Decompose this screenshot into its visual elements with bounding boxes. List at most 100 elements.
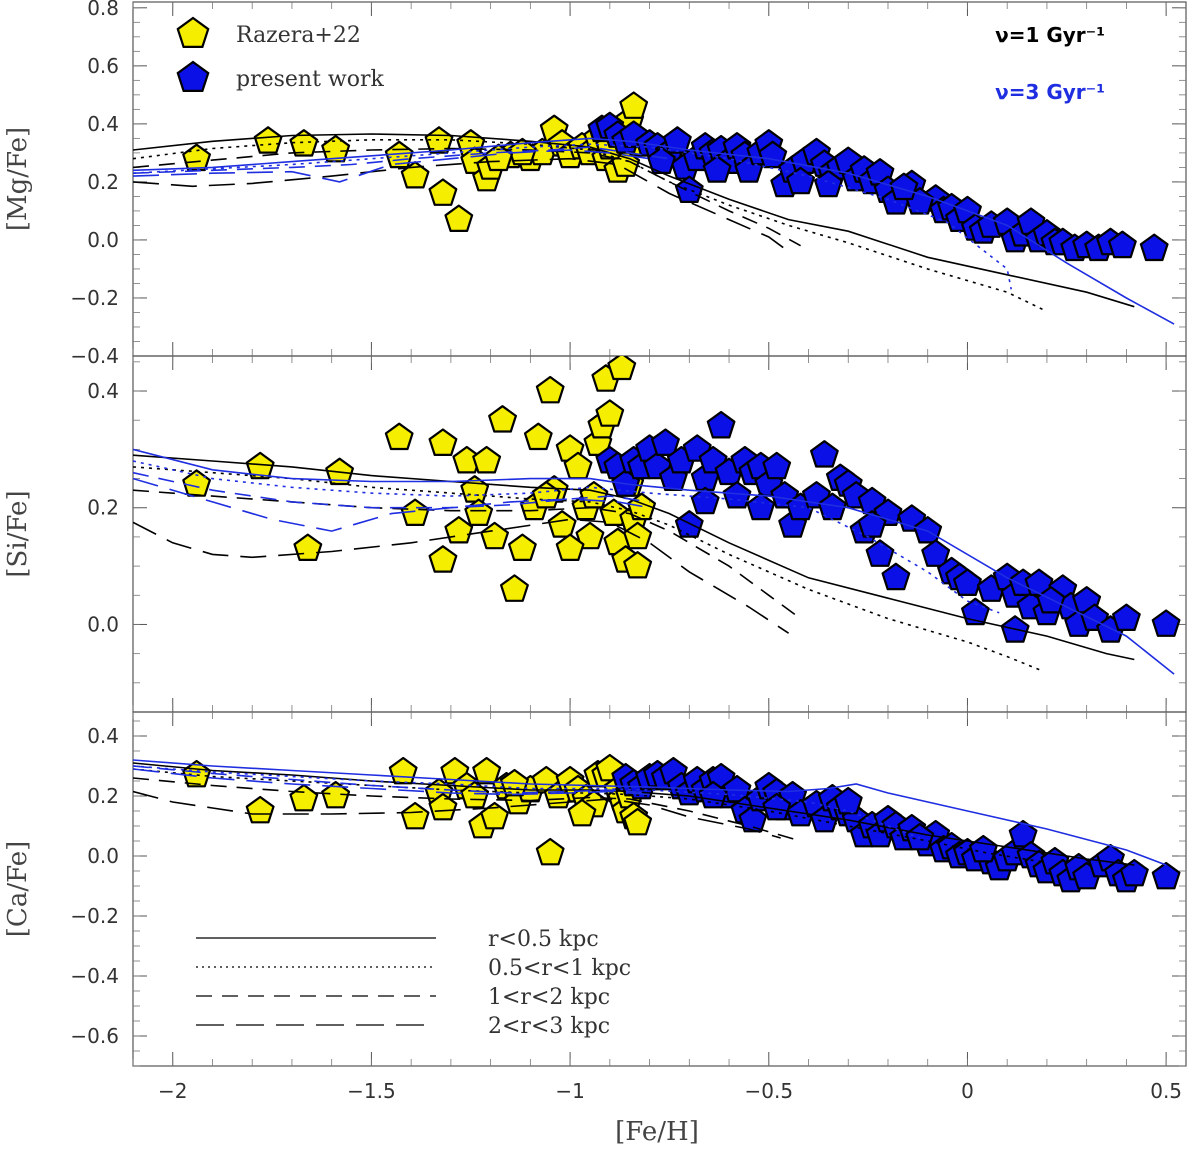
- razera-point: [428, 792, 458, 821]
- present-work-point: [857, 510, 887, 538]
- model-track-line: [133, 137, 1175, 325]
- model-track-line: [133, 460, 1000, 614]
- model-track-line: [133, 133, 1135, 308]
- y-tick-label: −0.4: [70, 344, 119, 368]
- y-axis-label: [Si/Fe]: [3, 490, 33, 577]
- present-work-point: [810, 440, 839, 468]
- razera-point: [444, 204, 474, 232]
- chart-panels: −0.4 −0.2 0.0 0.2 0.4 0.6 0.8 [Mg/Fe] 0.0 0.2 0.4 […: [3, 0, 1187, 1103]
- panel-1: 0.0 0.2 0.4 [Si/Fe]: [3, 355, 1187, 713]
- legend-label-present: present work: [236, 67, 385, 92]
- panel-frame: [132, 711, 1187, 1067]
- present-work-point: [722, 774, 752, 803]
- present-work-point: [1119, 858, 1149, 887]
- y-tick-label: −0.6: [70, 1024, 119, 1048]
- present-work-point: [786, 166, 815, 195]
- model-track-line: [133, 139, 1044, 311]
- y-tick-label: 0.4: [87, 379, 119, 403]
- razera-point: [245, 795, 275, 824]
- razera-point: [472, 445, 502, 474]
- razera-point: [460, 780, 490, 809]
- x-axis-label: [Fe/H]: [615, 1117, 699, 1147]
- legend-marker-razera: [176, 16, 210, 48]
- y-tick-label: 0.0: [87, 612, 119, 636]
- legend-item-razera: Razera+22: [176, 16, 361, 48]
- y-tick-label: 0.8: [87, 0, 119, 20]
- razera-point: [607, 356, 637, 381]
- present-work-point: [865, 539, 895, 567]
- legend-item-r3: 1<r<2 kpc: [196, 985, 610, 1010]
- x-tick-label: 0: [961, 1079, 974, 1103]
- model-track-line: [133, 466, 1044, 672]
- razera-point: [619, 91, 649, 119]
- model-track-line: [133, 454, 1135, 661]
- present-work-point: [690, 486, 720, 515]
- panel-frame: [132, 1, 1187, 357]
- present-work-point: [651, 428, 680, 456]
- razera-point: [567, 798, 597, 827]
- model-track-line: [133, 765, 921, 839]
- model-track-line: [133, 768, 650, 796]
- present-work-point: [1108, 230, 1137, 259]
- razera-point: [289, 129, 319, 157]
- razera-point: [480, 801, 509, 830]
- present-work-point: [913, 516, 943, 544]
- model-track-line: [133, 477, 650, 532]
- razera-point: [182, 759, 211, 788]
- y-tick-label: 0.0: [87, 844, 119, 868]
- y-tick-label: −0.2: [70, 286, 119, 310]
- model-track-line: [133, 147, 801, 247]
- y-tick-label: 0.2: [87, 170, 119, 194]
- model-track-line: [133, 518, 790, 634]
- razera-point: [523, 422, 553, 451]
- present-work-point: [881, 562, 911, 591]
- model-track-line: [133, 146, 670, 174]
- legend-item-r4: 2<r<3 kpc: [196, 1014, 610, 1039]
- y-tick-label: −0.4: [70, 964, 119, 988]
- present-work-point: [833, 786, 863, 815]
- present-work-point: [921, 539, 951, 567]
- present-work-point: [746, 492, 776, 521]
- model-track-line: [133, 448, 1175, 675]
- present-work-point: [889, 172, 919, 201]
- x-tick-label: −0.5: [744, 1079, 793, 1103]
- razera-point: [472, 756, 502, 785]
- razera-point: [321, 134, 351, 163]
- present-work-point: [968, 834, 998, 863]
- present-work-point: [1151, 861, 1181, 890]
- present-work-point: [1008, 819, 1038, 848]
- razera-point: [428, 545, 458, 573]
- y-tick-label: 0.0: [87, 228, 119, 252]
- panel-plot-area: [133, 91, 1175, 325]
- present-work-point: [738, 804, 768, 833]
- razera-point: [388, 756, 418, 785]
- y-tick-label: 0.6: [87, 54, 119, 78]
- razera-point: [488, 405, 517, 433]
- razera-point: [253, 126, 283, 154]
- razera-point: [595, 399, 625, 427]
- y-tick-label: 0.2: [87, 496, 119, 520]
- legend-marker-present: [176, 60, 210, 92]
- razera-point: [428, 428, 458, 456]
- razera-point: [508, 533, 537, 561]
- present-work-point: [1151, 609, 1181, 637]
- present-work-point: [663, 126, 692, 154]
- razera-point: [400, 801, 430, 830]
- legend-label-nu3: ν=3 Gyr⁻¹: [995, 80, 1105, 104]
- legend-label-r4: 2<r<3 kpc: [488, 1014, 610, 1039]
- model-track-line: [133, 149, 650, 183]
- razera-point: [182, 143, 211, 172]
- legend-label-razera: Razera+22: [236, 23, 361, 48]
- razera-point: [480, 521, 509, 550]
- legend-label-r1: r<0.5 kpc: [488, 927, 599, 952]
- legend-label-r3: 1<r<2 kpc: [488, 985, 610, 1010]
- x-tick-label: 0.5: [1150, 1079, 1182, 1103]
- present-work-point: [722, 481, 752, 509]
- present-work-point: [706, 410, 736, 439]
- razera-point: [575, 521, 605, 550]
- razera-point: [321, 780, 351, 809]
- y-tick-label: 0.4: [87, 724, 119, 748]
- razera-point: [245, 451, 275, 480]
- razera-point: [535, 375, 565, 404]
